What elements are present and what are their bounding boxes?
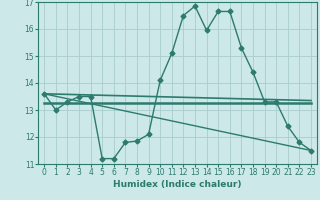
X-axis label: Humidex (Indice chaleur): Humidex (Indice chaleur) [113, 180, 242, 189]
